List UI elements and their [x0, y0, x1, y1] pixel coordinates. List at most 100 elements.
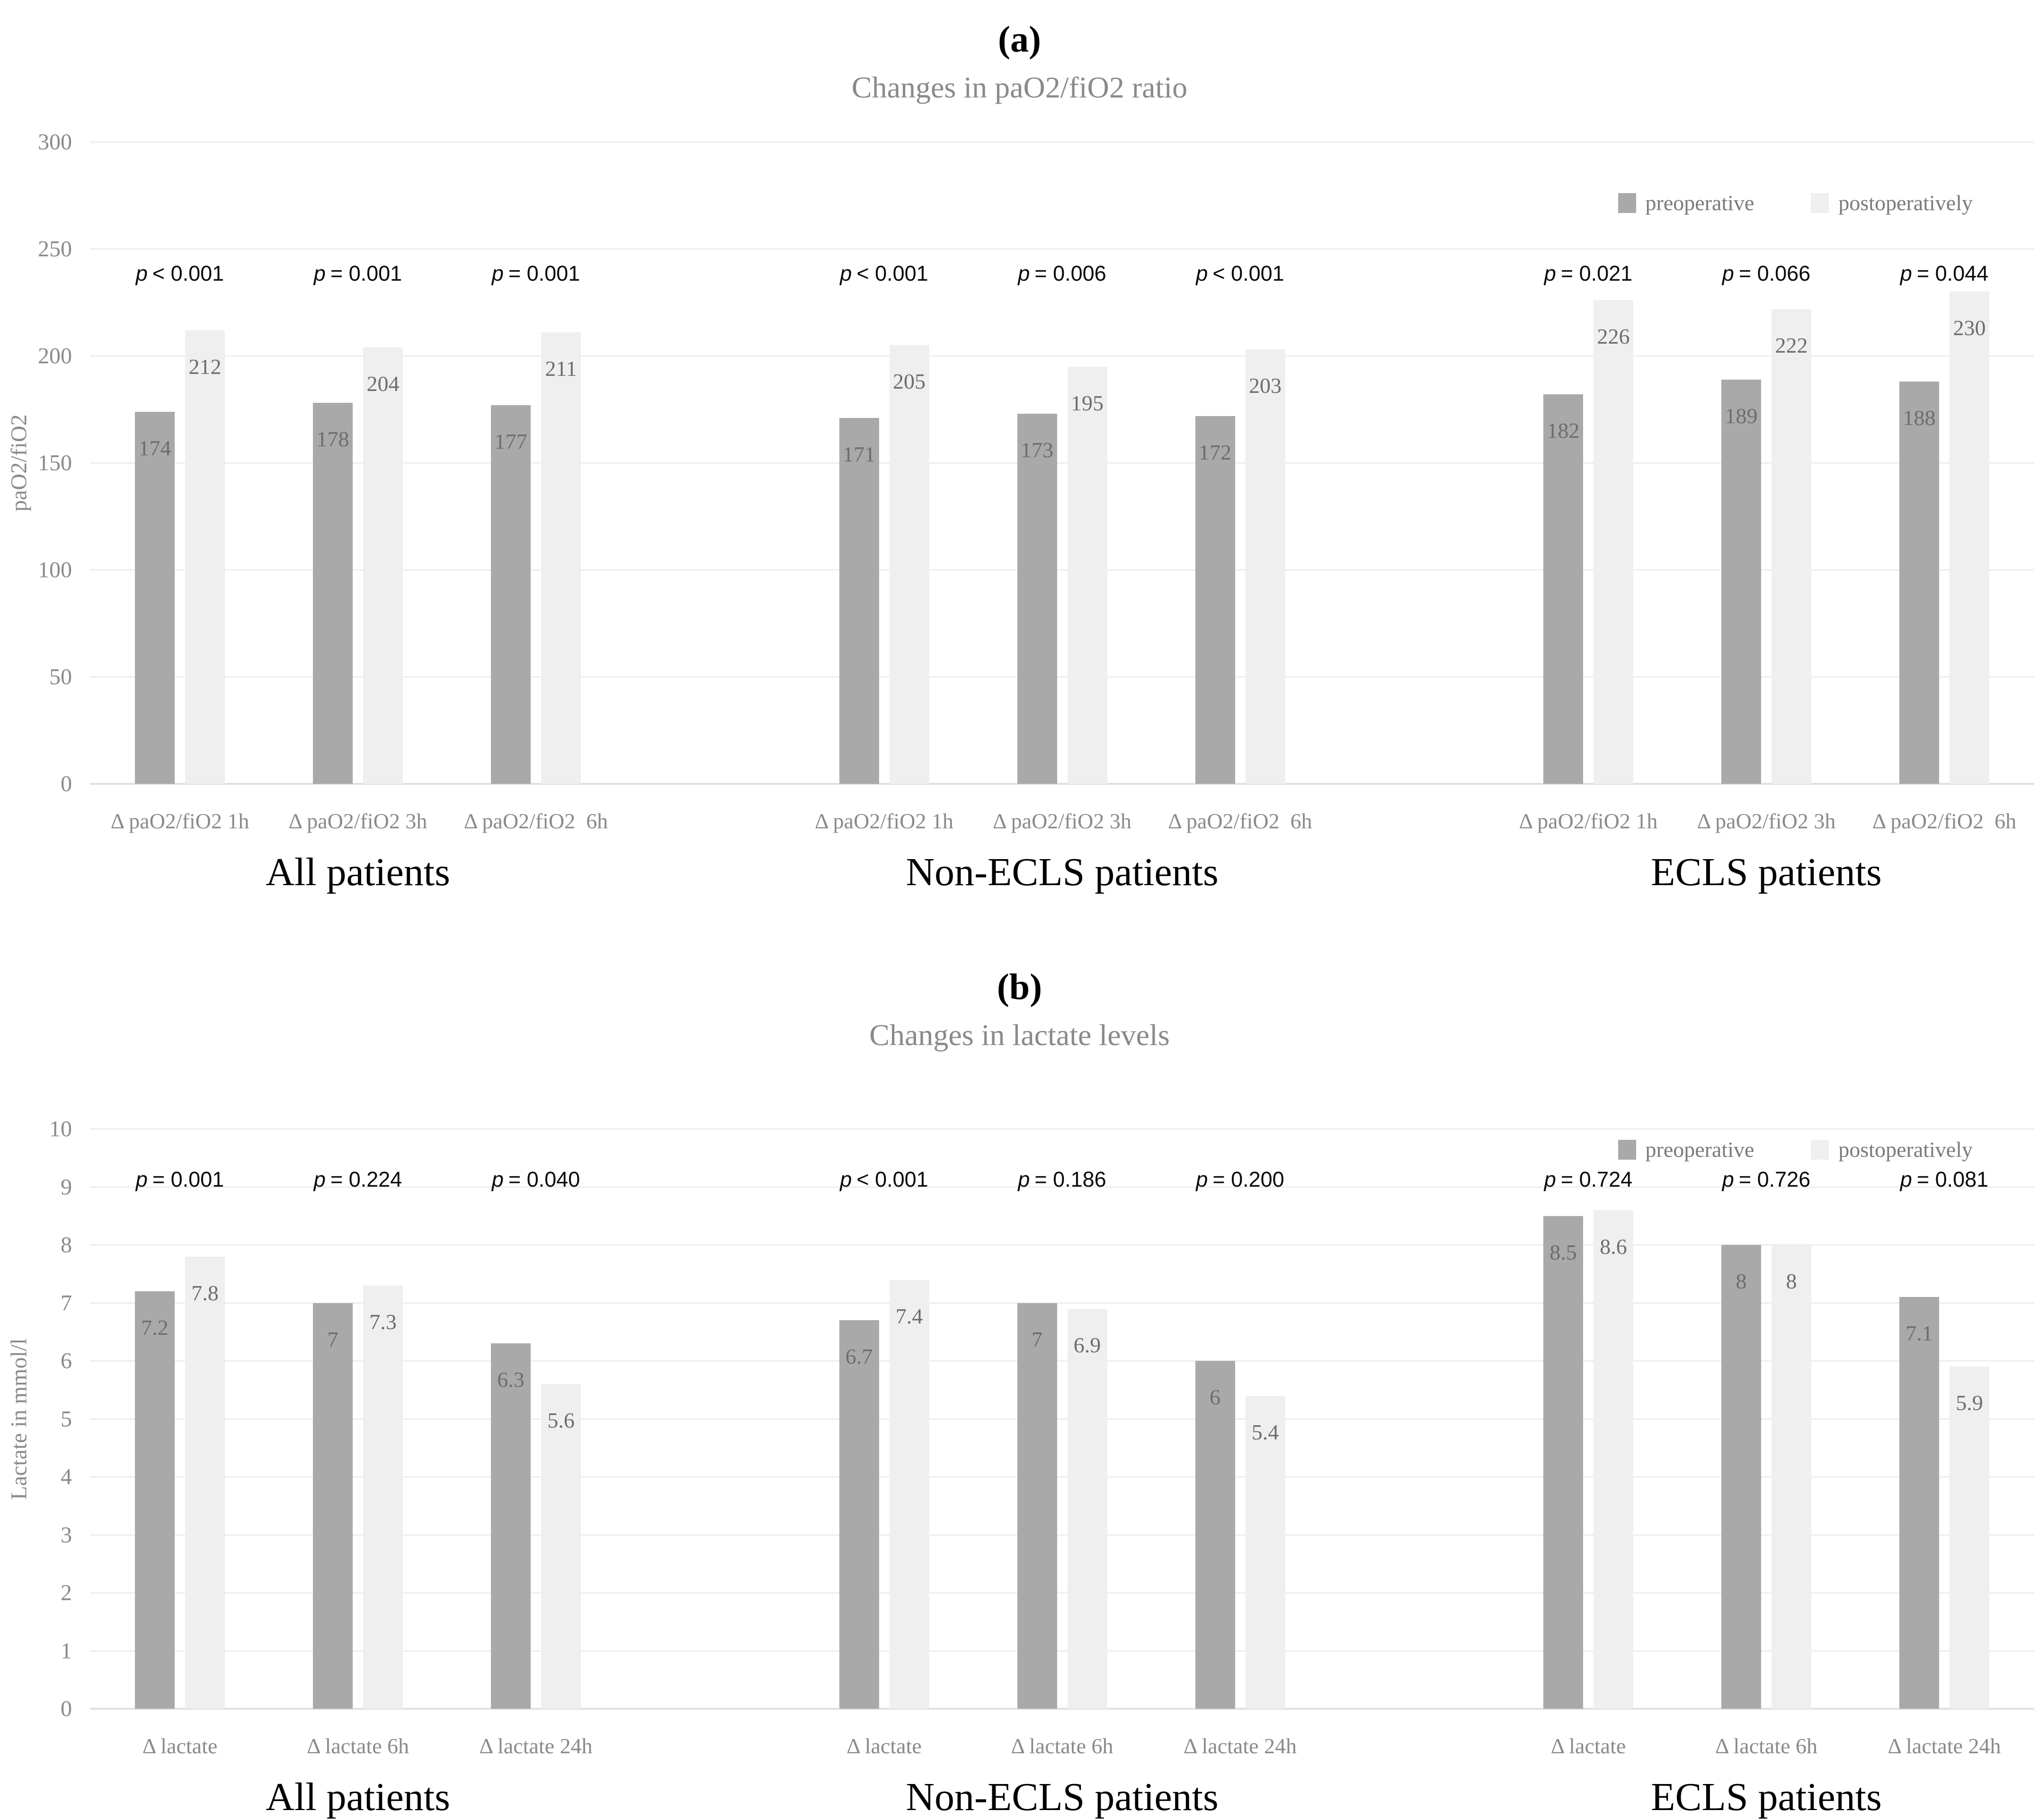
panel-a: (a) Changes in paO2/fiO2 ratio preoperat… — [0, 0, 2039, 909]
bar-value-label: 8 — [1786, 1269, 1797, 1293]
p-value-text: = 0.726 — [1738, 1167, 1811, 1191]
p-value-text: < 0.001 — [1212, 261, 1284, 286]
p-value-label: p = 0.001 — [492, 261, 580, 286]
gridline — [90, 1244, 2034, 1246]
category-label: Δ paO2/fiO2 1h — [1519, 809, 1658, 833]
bar-value-label: 205 — [893, 369, 926, 394]
bar-preoperative: 172 — [1195, 416, 1235, 784]
category-label: Δ lactate — [846, 1734, 922, 1758]
bar-pair: p = 0.044 188 230 Δ paO2/fiO2 6h — [1872, 142, 2016, 833]
bar-postoperative: 212 — [185, 330, 225, 784]
bar-value-label: 211 — [545, 356, 577, 381]
gridline — [90, 1186, 2034, 1188]
y-tick-label: 4 — [61, 1464, 72, 1490]
gridline — [90, 248, 2034, 250]
group-label: ECLS patients — [1651, 1775, 1882, 1819]
category-label: Δ paO2/fiO2 6h — [463, 809, 608, 833]
p-symbol: p — [1722, 261, 1734, 286]
p-symbol: p — [135, 261, 148, 286]
group-all-patients: All patients p < 0.001 174 212 Δ paO2/fiO… — [111, 142, 608, 894]
bar-value-label: 172 — [1199, 440, 1231, 464]
gridline — [90, 675, 2034, 678]
bar-value-label: 7.3 — [369, 1309, 397, 1334]
bar-postoperative: 6.9 — [1067, 1308, 1107, 1709]
bar-preoperative: 178 — [313, 403, 353, 784]
bar-postoperative: 222 — [1772, 309, 1811, 784]
p-value-text: = 0.081 — [1916, 1167, 1989, 1191]
bar-postoperative: 7.3 — [363, 1285, 403, 1709]
bar-value-label: 6 — [1210, 1385, 1220, 1409]
bar-preoperative: 7 — [1017, 1303, 1057, 1709]
bar-value-label: 7.8 — [191, 1280, 219, 1305]
chart-a-plot-area: paO2/fiO2 300 250 200 150 100 50 0 All p… — [7, 130, 2034, 894]
bar-pair: p < 0.001 6.7 7.4 Δ lactate — [839, 1129, 929, 1758]
bar-postoperative: 5.6 — [541, 1384, 581, 1709]
group-all-patients: All patients p = 0.001 7.2 7.8 Δ lactate … — [135, 1129, 593, 1819]
bar-value-label: 5.9 — [1956, 1391, 1983, 1415]
y-tick-label: 0 — [61, 771, 72, 797]
bar-pair: p = 0.021 182 226 Δ paO2/fiO2 1h — [1519, 142, 1658, 833]
preoperative-swatch-icon — [1618, 1139, 1636, 1160]
bar-postoperative: 195 — [1067, 366, 1107, 784]
bar-pair: p < 0.001 172 203 Δ paO2/fiO2 6h — [1168, 142, 1312, 833]
gridline — [90, 1534, 2034, 1536]
gridline — [90, 141, 2034, 143]
bar-value-label: 182 — [1547, 418, 1580, 443]
bar-pair: p = 0.066 189 222 Δ paO2/fiO2 3h — [1697, 142, 1836, 833]
category-label: Δ paO2/fiO2 6h — [1168, 809, 1312, 833]
p-value-label: p = 0.044 — [1900, 261, 1988, 286]
category-label: Δ paO2/fiO2 3h — [288, 809, 427, 833]
bar-value-label: 226 — [1597, 324, 1630, 349]
bar-postoperative: 226 — [1594, 300, 1633, 784]
bar-pair: p = 0.724 8.5 8.6 Δ lactate — [1543, 1129, 1633, 1758]
bar-postoperative: 205 — [889, 345, 929, 784]
bar-value-label: 178 — [316, 427, 349, 452]
p-value-text: < 0.001 — [152, 261, 224, 286]
bar-postoperative: 204 — [363, 347, 403, 784]
bar-preoperative: 6.7 — [839, 1320, 879, 1709]
gridline — [90, 462, 2034, 464]
y-tick-label: 3 — [61, 1522, 72, 1547]
p-symbol: p — [1722, 1167, 1734, 1191]
bar-value-label: 222 — [1775, 333, 1808, 357]
p-value-text: < 0.001 — [856, 1167, 928, 1191]
bar-value-label: 188 — [1903, 406, 1936, 430]
bar-preoperative: 7 — [313, 1303, 353, 1709]
bar-value-label: 7 — [1032, 1327, 1042, 1351]
bar-pair: p = 0.081 7.1 5.9 Δ lactate 24h — [1888, 1129, 2001, 1758]
p-value-text: < 0.001 — [856, 261, 928, 286]
category-label: Δ lactate 6h — [1715, 1734, 1818, 1758]
gridline — [90, 1418, 2034, 1420]
p-symbol: p — [135, 1167, 148, 1191]
gridline — [90, 355, 2034, 357]
p-value-label: p < 0.001 — [840, 261, 928, 286]
bar-preoperative: 8.5 — [1543, 1216, 1583, 1709]
bar-value-label: 8.6 — [1600, 1234, 1627, 1259]
bar-preoperative: 188 — [1899, 382, 1939, 784]
p-value-label: p = 0.066 — [1722, 261, 1810, 286]
group-non-ecls-patients: Non-ECLS patients p < 0.001 6.7 7.4 Δ lac… — [839, 1129, 1297, 1819]
group-label: ECLS patients — [1651, 850, 1882, 894]
y-tick-label: 2 — [61, 1580, 72, 1606]
y-tick-label: 150 — [38, 450, 72, 476]
category-label: Δ lactate — [1550, 1734, 1626, 1758]
bar-preoperative: 7.1 — [1899, 1297, 1939, 1709]
p-value-label: p = 0.006 — [1018, 261, 1106, 286]
p-value-label: p = 0.724 — [1544, 1167, 1632, 1192]
legend-item-postoperatively: postoperatively — [1811, 1137, 1973, 1162]
y-tick-label: 1 — [61, 1638, 72, 1663]
p-symbol: p — [313, 261, 326, 286]
bar-preoperative: 171 — [839, 418, 879, 784]
bar-postoperative: 230 — [1950, 292, 1989, 784]
bar-postoperative: 7.4 — [889, 1279, 929, 1709]
category-label: Δ lactate 24h — [1183, 1734, 1297, 1758]
bar-pair: p = 0.001 7.2 7.8 Δ lactate — [135, 1129, 225, 1758]
bar-value-label: 7.1 — [1905, 1321, 1933, 1346]
panel-a-label: (a) — [998, 18, 1041, 60]
group-label: All patients — [266, 850, 450, 894]
chart-a-y-axis-title: paO2/fiO2 — [6, 414, 32, 512]
bar-value-label: 203 — [1249, 373, 1282, 398]
x-axis-line — [90, 783, 2034, 785]
bar-groups: All patients p = 0.001 7.2 7.8 Δ lactate … — [90, 1129, 2034, 1819]
chart-a-legend: preoperative postoperatively — [1561, 190, 1973, 215]
